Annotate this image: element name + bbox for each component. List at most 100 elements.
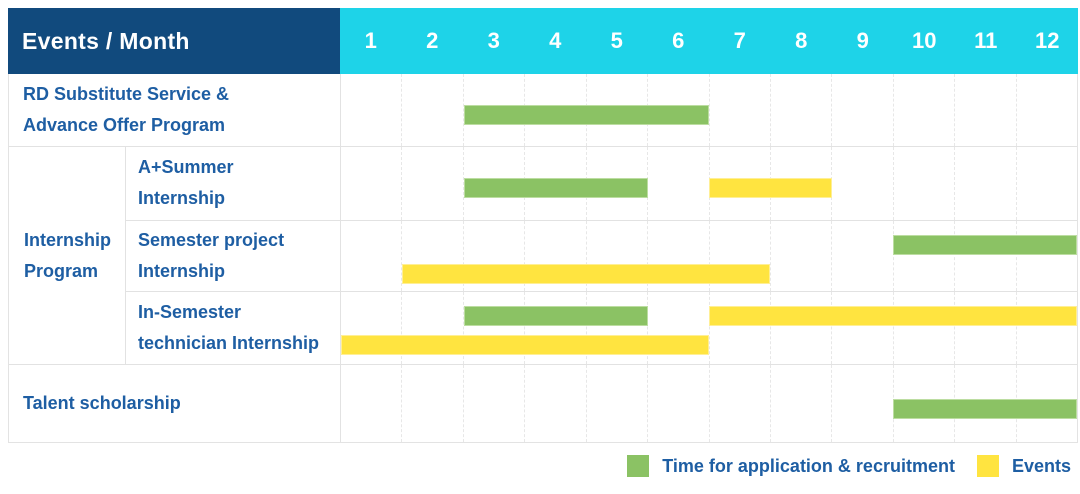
gantt-bar-green	[463, 306, 648, 327]
month-grid-cell	[892, 220, 954, 292]
month-header-10: 10	[912, 28, 937, 53]
gantt-bar-yellow	[402, 263, 771, 284]
gantt-bar-green	[463, 105, 709, 125]
month-grid-cell	[401, 365, 462, 442]
month-grid-cell	[769, 74, 831, 146]
month-header-1: 1	[364, 28, 377, 53]
month-grid	[341, 74, 1077, 146]
row-label-line: technician Internship	[138, 333, 320, 354]
row-chart-area	[340, 74, 1077, 146]
month-header-3: 3	[487, 28, 500, 53]
month-grid-cell	[1015, 147, 1077, 220]
sub-row-label: A+Summer Internship	[125, 147, 340, 220]
month-grid-cell	[341, 74, 401, 146]
gantt-bar-yellow	[709, 178, 832, 199]
row-label-line: A+Summer	[138, 157, 234, 178]
month-header-4: 4	[549, 28, 562, 53]
month-grid-cell	[341, 147, 401, 220]
month-grid-cell	[647, 292, 708, 364]
month-header-2: 2	[426, 28, 439, 53]
month-grid-cell	[462, 220, 524, 292]
legend: Time for application & recruitment Events	[627, 452, 1071, 480]
table-header-row: Events / Month 1 2 3 4 5 6 7 8 9 10 11 12	[8, 8, 1078, 74]
table-sub-row: In-Semester technician Internship	[125, 291, 1077, 364]
month-grid-cell	[769, 292, 831, 364]
header-events-month-cell: Events / Month	[8, 8, 340, 74]
month-grid-cell	[585, 292, 647, 364]
month-grid-cell	[585, 220, 647, 292]
month-grid-cell	[462, 74, 524, 146]
gantt-bar-green	[893, 398, 1077, 419]
month-grid-cell	[831, 147, 892, 220]
legend-swatch-green	[627, 455, 650, 477]
month-grid-cell	[708, 74, 770, 146]
month-grid-cell	[954, 292, 1015, 364]
month-grid-cell	[1015, 74, 1077, 146]
table-row: RD Substitute Service & Advance Offer Pro…	[9, 74, 1077, 146]
gantt-table: Events / Month 1 2 3 4 5 6 7 8 9 10 11 12 RD Substi…	[8, 8, 1078, 443]
month-grid-cell	[954, 74, 1015, 146]
table-group-row: Internship Program A+Summer Internship Semes…	[9, 146, 1077, 364]
month-grid	[341, 220, 1077, 292]
row-chart-area	[340, 292, 1077, 364]
row-label: RD Substitute Service & Advance Offer Pro…	[9, 74, 340, 146]
month-grid-cell	[892, 292, 954, 364]
month-grid-cell	[892, 74, 954, 146]
row-chart-area	[340, 220, 1077, 292]
month-grid-cell	[462, 147, 524, 220]
month-grid-cell	[524, 220, 585, 292]
row-label-line: Semester project	[138, 229, 285, 250]
row-label-line: RD Substitute Service &	[23, 84, 230, 104]
row-label: Talent scholarship	[9, 365, 340, 442]
month-grid-cell	[769, 365, 831, 442]
month-grid-cell	[954, 220, 1015, 292]
month-grid-cell	[524, 292, 585, 364]
sub-row-label: In-Semester technician Internship	[125, 292, 340, 364]
row-label-line: Internship	[138, 260, 226, 281]
month-header-11: 11	[974, 28, 998, 53]
month-grid-cell	[954, 147, 1015, 220]
month-header-5: 5	[610, 28, 623, 53]
month-grid-cell	[401, 147, 462, 220]
month-grid-cell	[769, 220, 831, 292]
month-header-9: 9	[856, 28, 869, 53]
table-row: Talent scholarship	[9, 364, 1077, 442]
month-header-row: 1 2 3 4 5 6 7 8 9 10 11 12	[340, 8, 1078, 74]
legend-label: Events	[1011, 455, 1071, 476]
month-grid-cell	[708, 220, 770, 292]
gantt-bar-yellow	[341, 335, 709, 356]
month-grid-cell	[401, 292, 462, 364]
month-grid-cell	[647, 365, 708, 442]
month-grid-cell	[831, 74, 892, 146]
month-header-12: 12	[1035, 28, 1060, 53]
month-grid-cell	[1015, 292, 1077, 364]
month-grid-cell	[708, 365, 770, 442]
legend-swatch-yellow	[976, 455, 999, 477]
row-label-line: Advance Offer Program	[23, 115, 226, 135]
month-grid-cell	[341, 221, 401, 292]
table-body: RD Substitute Service & Advance Offer Pro…	[8, 74, 1078, 443]
table-sub-row: Semester project Internship	[125, 219, 1077, 292]
legend-item-yellow: Events	[976, 455, 1071, 477]
row-label-line: Internship	[24, 229, 112, 250]
sub-row-label: Semester project Internship	[125, 220, 340, 292]
month-grid-cell	[462, 365, 524, 442]
legend-label: Time for application & recruitment	[662, 455, 955, 476]
row-chart-area	[340, 365, 1077, 442]
row-label-line: Internship	[138, 188, 226, 209]
month-grid-cell	[462, 292, 524, 364]
row-label-line: Program	[24, 260, 99, 281]
month-grid-cell	[831, 292, 892, 364]
row-label-line: In-Semester	[138, 302, 242, 323]
group-label: Internship Program	[9, 147, 125, 364]
month-header-8: 8	[795, 28, 808, 53]
month-grid-cell	[831, 365, 892, 442]
month-grid-cell	[341, 365, 401, 442]
month-header-7: 7	[733, 28, 746, 53]
row-chart-area	[340, 147, 1077, 220]
gantt-bar-yellow	[709, 306, 1077, 327]
month-grid-cell	[892, 147, 954, 220]
table-title: Events / Month	[22, 27, 190, 54]
month-grid-cell	[647, 220, 708, 292]
